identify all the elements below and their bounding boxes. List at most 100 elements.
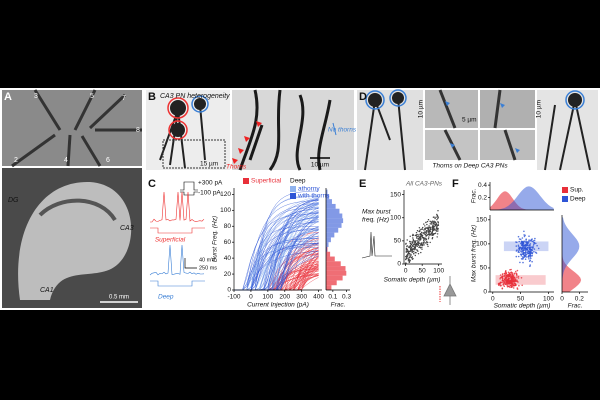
scatter-dot — [406, 256, 408, 258]
scatter-dot — [417, 235, 419, 237]
hist-bar — [326, 261, 341, 267]
y-tick-label: 20 — [224, 271, 232, 278]
scatter-dot — [513, 280, 515, 282]
x-axis-label: Current Injection (pA) — [247, 302, 309, 309]
trace-deep — [149, 244, 205, 276]
image-d-1 — [357, 90, 423, 170]
scatter-dot — [520, 251, 523, 253]
scatter-dot — [431, 229, 433, 231]
scatter-dot — [501, 281, 503, 284]
scatter-dot — [513, 282, 516, 285]
scatter-dot — [501, 287, 504, 290]
y-axis-label: Burst Freq. (Hz) — [212, 216, 219, 262]
y-tick-label: 0 — [397, 261, 401, 268]
scatter-dot — [424, 242, 426, 244]
panel-label: C — [148, 178, 156, 190]
scatter-dot — [524, 251, 527, 254]
scatter-dot — [409, 240, 411, 243]
scatter-dot — [414, 251, 417, 254]
scatter-dot — [528, 258, 530, 260]
scatter-dot — [517, 281, 519, 283]
dendrites — [238, 89, 332, 171]
scatter-dot — [533, 248, 536, 250]
hist-bar — [326, 203, 336, 209]
scatter-dot — [426, 223, 428, 226]
scatter-dot — [529, 265, 531, 268]
scatter-dot — [411, 258, 414, 260]
scatter-dot — [429, 220, 431, 222]
scatter-dot — [521, 251, 524, 253]
scatter-dot — [526, 251, 529, 253]
scatter-dot — [415, 240, 417, 242]
scatter-dot — [423, 241, 425, 243]
scatter-dot — [512, 287, 515, 289]
scatter-dot — [425, 242, 428, 244]
scatter-dot — [437, 230, 439, 232]
scatter-dot — [524, 252, 527, 255]
scatter-dot — [433, 228, 435, 231]
scatter-dot — [427, 245, 429, 248]
scatter-dot — [432, 226, 435, 228]
scatter-dot — [433, 220, 435, 222]
scatter-dot — [504, 278, 507, 280]
panel-label: A — [4, 91, 12, 103]
scatter-dot — [427, 226, 429, 228]
density-deep — [490, 186, 554, 210]
scale-label: 15 µm — [200, 161, 218, 168]
scatter-dot — [420, 239, 422, 241]
x-tick-label: 0.3 — [342, 294, 351, 301]
scatter-dot — [437, 224, 439, 226]
scatter-dot — [412, 241, 414, 243]
scatter-dot — [506, 280, 508, 282]
pipette-label: 6 — [106, 157, 110, 164]
scatter-dot — [525, 241, 528, 243]
scatter-dot — [405, 243, 407, 245]
scatter-dot — [415, 234, 418, 236]
scatter-dot — [410, 243, 412, 245]
scatter-dot — [502, 283, 505, 286]
scatter-dot — [533, 239, 536, 242]
scatter-dot — [519, 261, 521, 264]
scatter-dot — [530, 246, 532, 248]
scatter-dot — [410, 250, 413, 252]
scatter-dot — [405, 262, 407, 264]
scatter-dot — [507, 275, 510, 277]
scatter-dot — [520, 277, 523, 279]
scatter-dot — [533, 242, 536, 244]
scatter-dot — [509, 280, 512, 283]
scatter-dot — [429, 229, 431, 232]
y-axis-label: Max burst freq. (Hz) — [471, 225, 478, 282]
soma-outline — [565, 90, 585, 110]
scatter-dot — [523, 247, 526, 249]
scatter-dot — [429, 228, 432, 231]
scatter-dot — [410, 253, 412, 255]
scatter-dot — [521, 243, 524, 246]
y-axis-label: freq. (Hz) — [362, 217, 389, 224]
hist-bar — [326, 270, 347, 276]
example-trace — [361, 231, 392, 259]
scatter-dot — [405, 247, 408, 250]
soma-outline — [365, 90, 385, 110]
scatter-dot — [420, 251, 422, 254]
x-axis-label: Somatic depth (µm) — [494, 303, 551, 310]
x-axis-label: Frac. — [568, 303, 583, 310]
legend-swatch — [562, 196, 568, 202]
scatter-dot — [509, 282, 512, 285]
scatter-dot — [501, 278, 504, 280]
scatter-dot — [527, 256, 530, 258]
no-thorns-label: No thorns — [328, 127, 357, 134]
pipettes — [11, 89, 142, 168]
scatter-dot — [418, 227, 421, 229]
scatter-dot — [525, 250, 527, 252]
scatter-dot — [436, 214, 439, 217]
scatter-dot — [524, 258, 527, 261]
scatter-dot — [410, 256, 413, 259]
scatter-dot — [434, 217, 436, 220]
scatter-dot — [507, 281, 509, 284]
scatter-dot — [420, 234, 422, 237]
scatter-dot — [410, 241, 412, 243]
scatter-dot — [522, 246, 524, 248]
scatter-dot — [415, 232, 418, 234]
scatter-dot — [432, 234, 434, 236]
